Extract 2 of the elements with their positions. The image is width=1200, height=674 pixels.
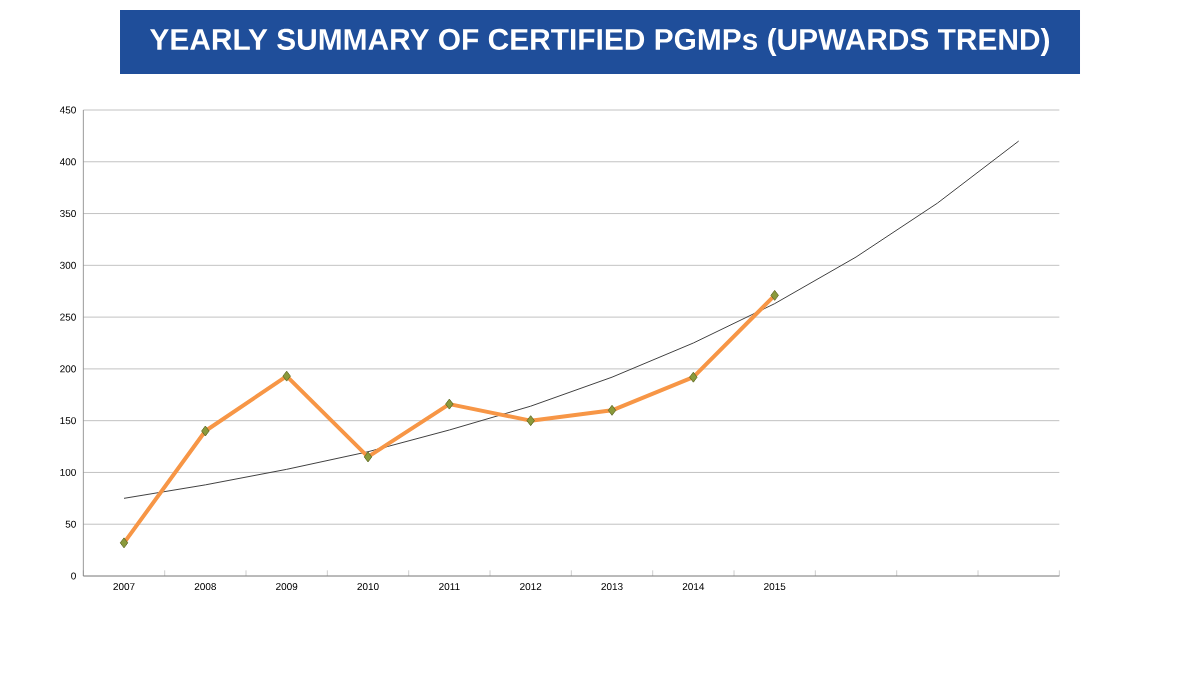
chart-title: YEARLY SUMMARY OF CERTIFIED PGMPs (UPWARDS TREND) xyxy=(149,28,1050,56)
line-series xyxy=(123,140,1020,499)
